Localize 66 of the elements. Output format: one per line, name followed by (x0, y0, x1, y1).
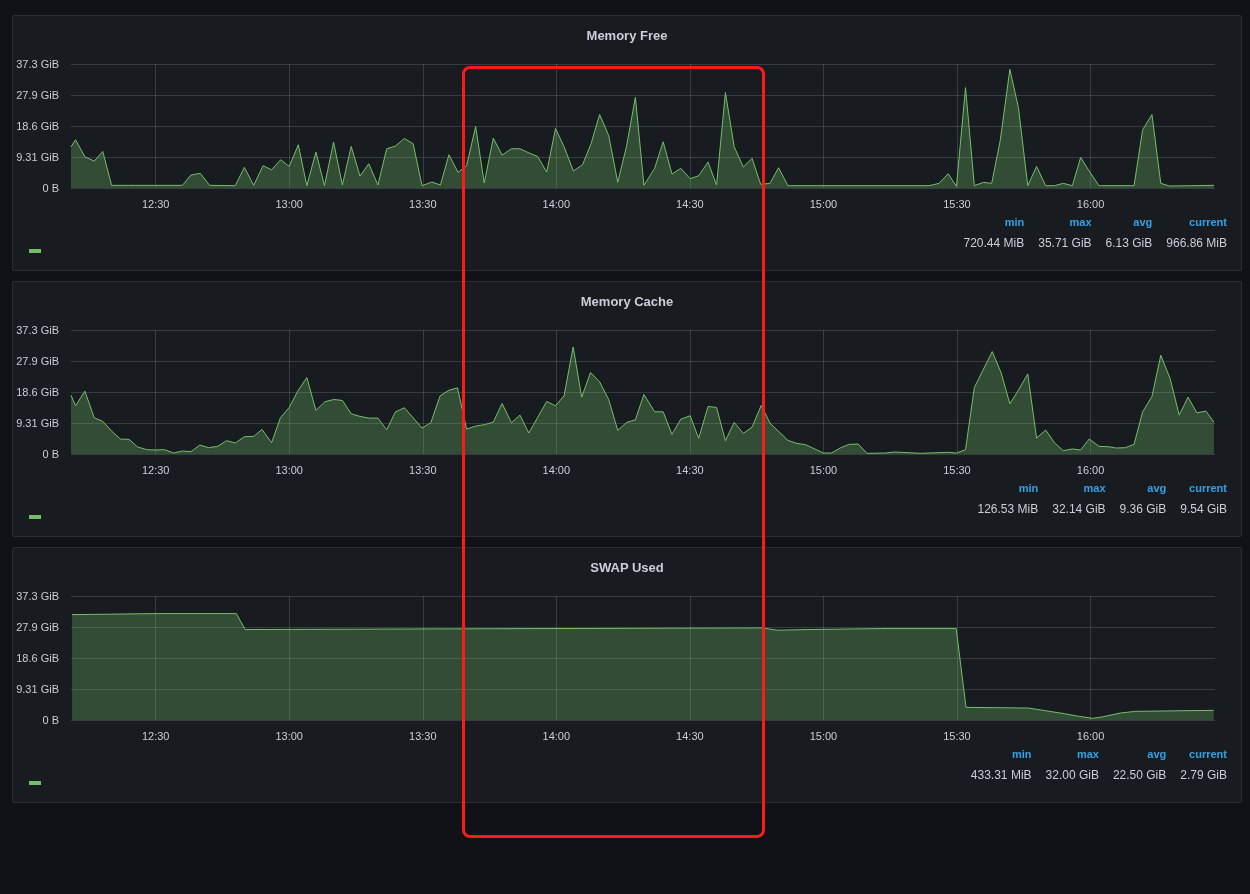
chart-title: SWAP Used (590, 560, 664, 575)
text: 966.86 MiB (1166, 236, 1227, 250)
x-tick-label: 16:00 (1076, 463, 1105, 476)
y-tick-label: 37.3 GiB (16, 324, 59, 336)
text: 35.71 GiB (1038, 236, 1092, 250)
x-tick-label: 13:30 (409, 463, 437, 476)
text: 32.00 GiB (1045, 768, 1099, 782)
text: 126.53 MiB (977, 502, 1039, 516)
y-tick-label: 0 B (42, 182, 59, 194)
x-tick-label: 14:00 (542, 729, 571, 742)
text: 9.36 GiB (1119, 502, 1167, 516)
x-tick-label: 15:30 (943, 197, 971, 210)
y-tick-label: 18.6 GiB (16, 652, 59, 665)
y-tick-label: 0 B (42, 448, 59, 460)
x-tick-label: 14:00 (542, 463, 571, 476)
text: 2.79 GiB (1180, 768, 1227, 782)
text: current (1188, 748, 1227, 760)
x-tick-label: 13:30 (409, 729, 437, 742)
text: avg (1146, 748, 1167, 760)
text: min (1003, 216, 1025, 228)
y-tick-label: 9.31 GiB (16, 151, 59, 164)
x-tick-label: 13:00 (275, 463, 303, 476)
text: 32.14 GiB (1052, 502, 1106, 516)
text: max (1068, 216, 1092, 228)
text: avg (1132, 216, 1153, 228)
x-tick-label: 14:30 (676, 463, 704, 476)
y-tick-label: 0 B (42, 714, 59, 726)
x-tick-label: 15:30 (943, 463, 971, 476)
chart-title: Memory Free (586, 28, 668, 43)
text: 720.44 MiB (963, 236, 1025, 250)
y-tick-label: 18.6 GiB (16, 120, 59, 133)
y-tick-label: 27.9 GiB (16, 621, 59, 634)
x-tick-label: 13:00 (275, 197, 303, 210)
y-tick-label: 9.31 GiB (16, 417, 59, 430)
text: min (1017, 482, 1039, 494)
text: 22.50 GiB (1112, 768, 1167, 782)
text: current (1188, 216, 1227, 228)
x-tick-label: 15:00 (809, 197, 838, 210)
x-tick-label: 15:00 (809, 463, 838, 476)
x-tick-label: 14:00 (542, 197, 571, 210)
text: current (1188, 482, 1227, 494)
text: max (1075, 748, 1099, 760)
x-tick-label: 12:30 (141, 463, 170, 476)
x-tick-label: 14:30 (676, 729, 704, 742)
x-tick-label: 16:00 (1076, 729, 1105, 742)
text: 9.54 GiB (1180, 502, 1227, 516)
y-tick-label: 37.3 GiB (16, 590, 59, 602)
y-tick-label: 37.3 GiB (16, 58, 59, 70)
x-tick-label: 15:00 (809, 729, 838, 742)
y-tick-label: 18.6 GiB (16, 386, 59, 399)
y-tick-label: 27.9 GiB (16, 89, 59, 102)
y-tick-label: 27.9 GiB (16, 355, 59, 368)
x-tick-label: 16:00 (1076, 197, 1105, 210)
text: avg (1146, 482, 1167, 494)
x-tick-label: 12:30 (141, 729, 170, 742)
x-tick-label: 13:30 (409, 197, 437, 210)
x-tick-label: 13:00 (275, 729, 303, 742)
text: max (1082, 482, 1106, 494)
text: min (1011, 748, 1032, 760)
x-tick-label: 15:30 (943, 729, 971, 742)
text: 6.13 GiB (1105, 236, 1153, 250)
x-tick-label: 12:30 (141, 197, 170, 210)
x-tick-label: 14:30 (676, 197, 704, 210)
y-tick-label: 9.31 GiB (16, 683, 59, 696)
chart-title: Memory Cache (580, 294, 674, 309)
text: 433.31 MiB (970, 768, 1032, 782)
